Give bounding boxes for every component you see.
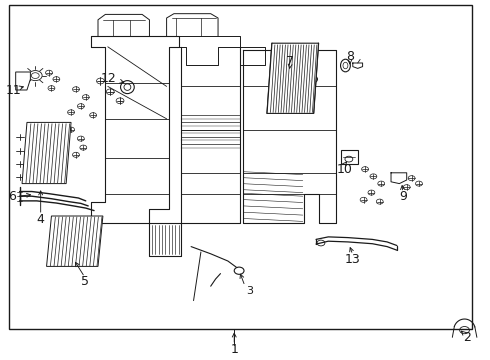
Text: 7: 7	[286, 55, 294, 68]
Text: 1: 1	[230, 343, 238, 356]
Text: 13: 13	[345, 253, 361, 266]
Text: 8: 8	[346, 50, 354, 63]
Text: 10: 10	[337, 163, 352, 176]
Polygon shape	[47, 216, 103, 266]
Circle shape	[234, 267, 244, 274]
Text: 5: 5	[81, 275, 89, 288]
Text: 4: 4	[37, 213, 45, 226]
Text: 11: 11	[6, 84, 22, 96]
Polygon shape	[22, 122, 71, 184]
Bar	[267, 43, 318, 113]
Text: 6: 6	[8, 190, 16, 203]
Text: 9: 9	[399, 190, 407, 203]
Bar	[341, 150, 358, 164]
Polygon shape	[16, 72, 30, 90]
Text: 2: 2	[463, 331, 471, 344]
Text: 12: 12	[101, 72, 117, 85]
Text: 3: 3	[246, 286, 253, 296]
Polygon shape	[267, 43, 318, 113]
